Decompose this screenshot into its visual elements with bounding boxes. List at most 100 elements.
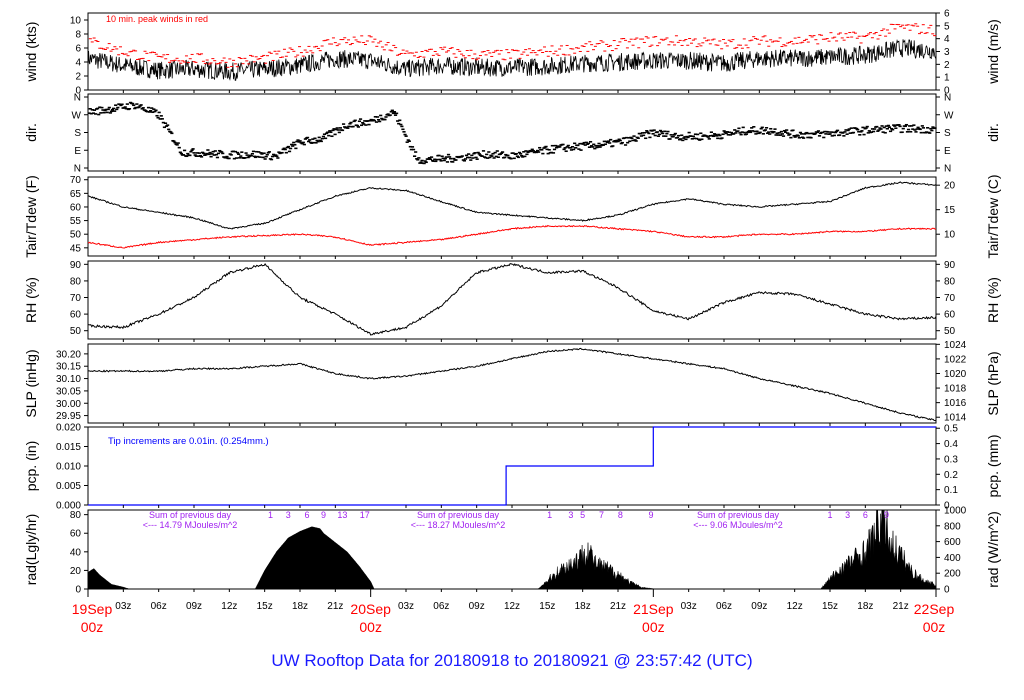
- rh-tick-label-right: 80: [944, 276, 956, 287]
- dir-ylabel-left: dir.: [23, 123, 39, 142]
- x-hour-label: 15z: [257, 601, 273, 612]
- x-hour-label: 21z: [610, 601, 626, 612]
- temp-ylabel-left: Tair/Tdew (F): [23, 175, 39, 257]
- slp-series-0-line: [87, 347, 937, 422]
- slp-tick-label-right: 1018: [944, 384, 967, 395]
- rh-tick-label-left: 50: [70, 326, 82, 337]
- temp-frame: [87, 176, 937, 257]
- rad-daily-note-line1: Sum of previous day: [149, 510, 232, 520]
- rad-tick-label-left: 40: [70, 547, 82, 558]
- pcp-tick-label-right: 0.5: [944, 424, 958, 435]
- wind-tick-label-left: 2: [75, 72, 81, 83]
- rad-ylabel-right: rad (W/m^2): [985, 511, 1001, 588]
- dir-tick-label-right: E: [944, 146, 951, 157]
- x-hour-label: 06z: [151, 601, 167, 612]
- x-hour-label: 15z: [539, 601, 555, 612]
- rad-daily-note-line2: <--- 9.06 MJoules/m^2: [693, 520, 783, 530]
- x-axis: 03z 06z 09z 12z 15z 18z 21z 03z 06z 09z 12z 15z 18z 2…: [72, 589, 955, 635]
- rad-tick-label-right: 600: [944, 537, 961, 548]
- x-day-date-label: 22Sep: [914, 601, 955, 617]
- temp-series-1-line: [87, 224, 937, 249]
- rh-tick-label-right: 50: [944, 326, 956, 337]
- rh-ylabel-left: RH (%): [23, 277, 39, 323]
- dir-tick-label-left: W: [72, 110, 82, 121]
- rad-marker-label: 9: [884, 510, 889, 520]
- temp-tick-label-right: 15: [944, 205, 956, 216]
- rad-marker-label: 8: [618, 510, 623, 520]
- wind-annotation: 10 min. peak winds in red: [106, 14, 208, 24]
- x-hour-label: 03z: [115, 601, 131, 612]
- slp-ylabel-right: SLP (hPa): [985, 351, 1001, 415]
- wind-tick-label-left: 6: [75, 44, 81, 55]
- wind-tick-label-left: 10: [70, 16, 82, 27]
- slp-tick-label-right: 1016: [944, 398, 967, 409]
- dir-tick-label-left: N: [74, 93, 81, 104]
- rh-tick-label-left: 90: [70, 260, 82, 271]
- rh-tick-label-left: 70: [70, 293, 82, 304]
- pcp-tick-label-left: 0.010: [56, 462, 81, 473]
- wind-tick-label-right: 2: [944, 60, 950, 71]
- panel-slp: SLP (inHg) SLP (hPa)29.9530.0030.0530.103…: [23, 340, 1001, 426]
- slp-tick-label-right: 1024: [944, 340, 967, 351]
- x-hour-label: 03z: [681, 601, 697, 612]
- slp-tick-label-left: 30.15: [56, 362, 81, 373]
- wind-tick-label-right: 3: [944, 47, 950, 58]
- slp-tick-label-left: 30.05: [56, 386, 81, 397]
- rad-daily-note-line1: Sum of previous day: [697, 510, 780, 520]
- rad-marker-label: 6: [305, 510, 310, 520]
- rad-daily-note-line2: <--- 18.27 MJoules/m^2: [411, 520, 506, 530]
- dir-tick-label-left: N: [74, 164, 81, 175]
- x-hour-label: 15z: [822, 601, 838, 612]
- rad-marker-label: 7: [599, 510, 604, 520]
- temp-tick-label-right: 20: [944, 181, 956, 192]
- rad-marker-label: 1: [827, 510, 832, 520]
- pcp-ylabel-right: pcp. (mm): [985, 435, 1001, 498]
- x-hour-label: 12z: [787, 601, 803, 612]
- rad-tick-label-right: 200: [944, 569, 961, 580]
- pcp-tick-label-right: 0.2: [944, 470, 958, 481]
- rad-marker-label: 9: [321, 510, 326, 520]
- rad-tick-label-left: 60: [70, 529, 82, 540]
- rad-tick-label-left: 20: [70, 566, 82, 577]
- wind-speed-line: [87, 39, 937, 81]
- slp-tick-label-left: 30.20: [56, 349, 81, 360]
- wind-tick-label-right: 6: [944, 9, 950, 20]
- rad-marker-label: 5: [580, 510, 585, 520]
- rad-tick-label-right: 400: [944, 553, 961, 564]
- x-hour-label: 18z: [292, 601, 308, 612]
- temp-tick-label-right: 10: [944, 230, 956, 241]
- rh-tick-label-right: 70: [944, 293, 956, 304]
- pcp-tick-label-right: 0: [944, 501, 950, 512]
- rh-tick-label-left: 60: [70, 310, 82, 321]
- temp-tick-label-left: 65: [70, 189, 82, 200]
- slp-tick-label-left: 30.00: [56, 399, 81, 410]
- pcp-tick-label-right: 0.1: [944, 485, 958, 496]
- rad-tick-label-right: 1000: [944, 506, 967, 517]
- rad-tick-label-left: 0: [75, 585, 81, 596]
- slp-ylabel-left: SLP (inHg): [23, 349, 39, 417]
- pcp-tick-label-left: 0.020: [56, 423, 81, 434]
- pcp-tick-label-left: 0.005: [56, 481, 81, 492]
- x-hour-label: 21z: [893, 601, 909, 612]
- rad-marker-label: 3: [568, 510, 573, 520]
- pcp-ylabel-left: pcp. (in): [23, 441, 39, 492]
- rad-marker-label: 3: [845, 510, 850, 520]
- x-hour-label: 21z: [327, 601, 343, 612]
- rad-tick-label-right: 800: [944, 521, 961, 532]
- wind-tick-label-left: 4: [75, 58, 81, 69]
- wind-tick-label-right: 1: [944, 73, 950, 84]
- slp-tick-label-right: 1020: [944, 369, 967, 380]
- x-hour-label: 03z: [398, 601, 414, 612]
- rh-series-0-line: [87, 262, 937, 336]
- dir-tick-label-left: S: [74, 128, 81, 139]
- wind-tick-label-right: 4: [944, 34, 950, 45]
- x-day-time-label: 00z: [359, 619, 382, 635]
- rh-ylabel-right: RH (%): [985, 277, 1001, 323]
- wind-tick-label-right: 0: [944, 86, 950, 97]
- dir-tick-label-right: N: [944, 93, 951, 104]
- pcp-tick-label-right: 0.3: [944, 454, 958, 465]
- rad-marker-label: 6: [863, 510, 868, 520]
- x-hour-label: 12z: [221, 601, 237, 612]
